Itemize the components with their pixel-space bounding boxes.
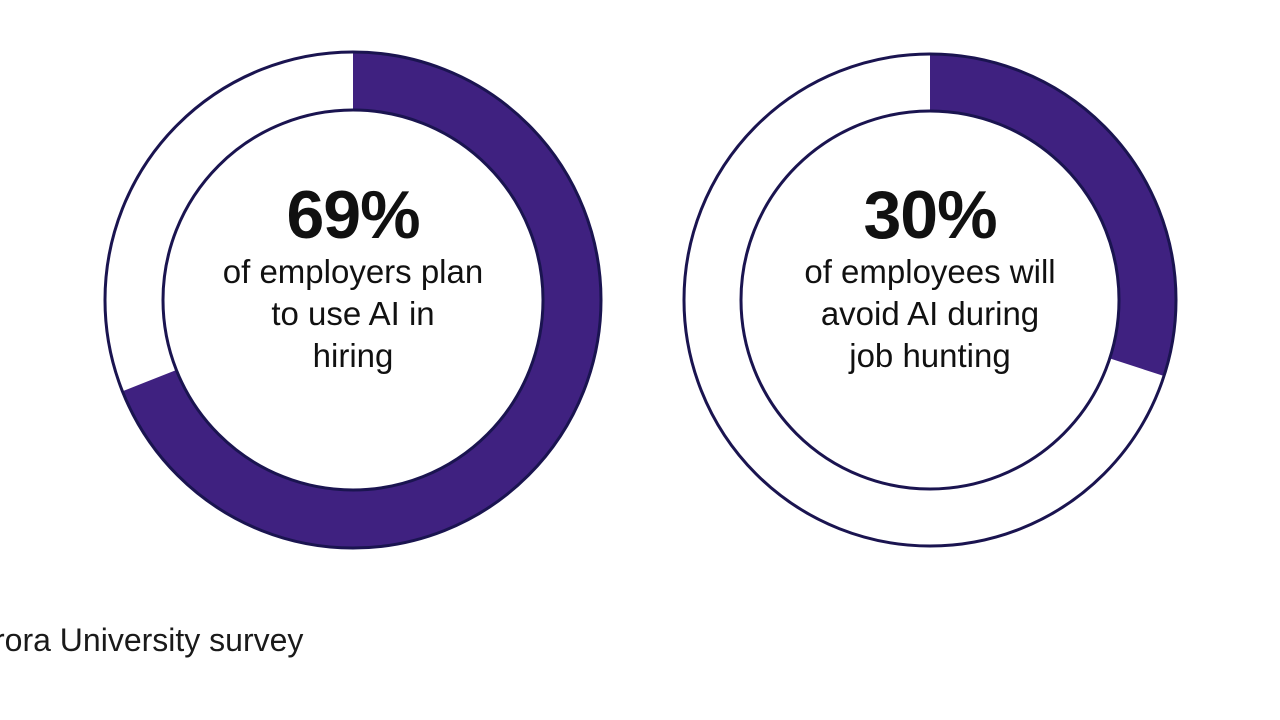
- stat-description: of employers plan to use AI in hiring: [203, 251, 503, 377]
- donut-inner-outline: [739, 109, 1121, 491]
- donut-segment-filled: [930, 54, 1176, 377]
- donut-chart-employers: 69% of employers plan to use AI in hirin…: [93, 40, 613, 560]
- donut-center-text: 69% of employers plan to use AI in hirin…: [93, 40, 613, 560]
- stat-value: 30%: [863, 177, 997, 253]
- stat-description-line: job hunting: [849, 337, 1011, 374]
- source-caption: rora University survey: [0, 622, 304, 658]
- donut-outer-outline: [682, 52, 1178, 548]
- stat-description-line: hiring: [312, 337, 394, 374]
- donut-center-text: 30% of employees will avoid AI during jo…: [670, 40, 1190, 560]
- donut-chart-employees: 30% of employees will avoid AI during jo…: [670, 40, 1190, 560]
- stat-description-line: avoid AI during: [820, 295, 1040, 332]
- donut-ring-employees: [682, 52, 1178, 548]
- stat-description-line: to use AI in: [271, 295, 435, 332]
- donut-inner-outline: [161, 108, 545, 492]
- stat-description-line: of employees will: [804, 253, 1056, 290]
- donut-ring-employers: [103, 50, 603, 550]
- stat-description-line: of employers plan: [222, 253, 484, 290]
- stat-description: of employees will avoid AI during job hu…: [780, 251, 1080, 377]
- donut-outer-outline: [103, 50, 603, 550]
- stat-value: 69%: [286, 177, 420, 253]
